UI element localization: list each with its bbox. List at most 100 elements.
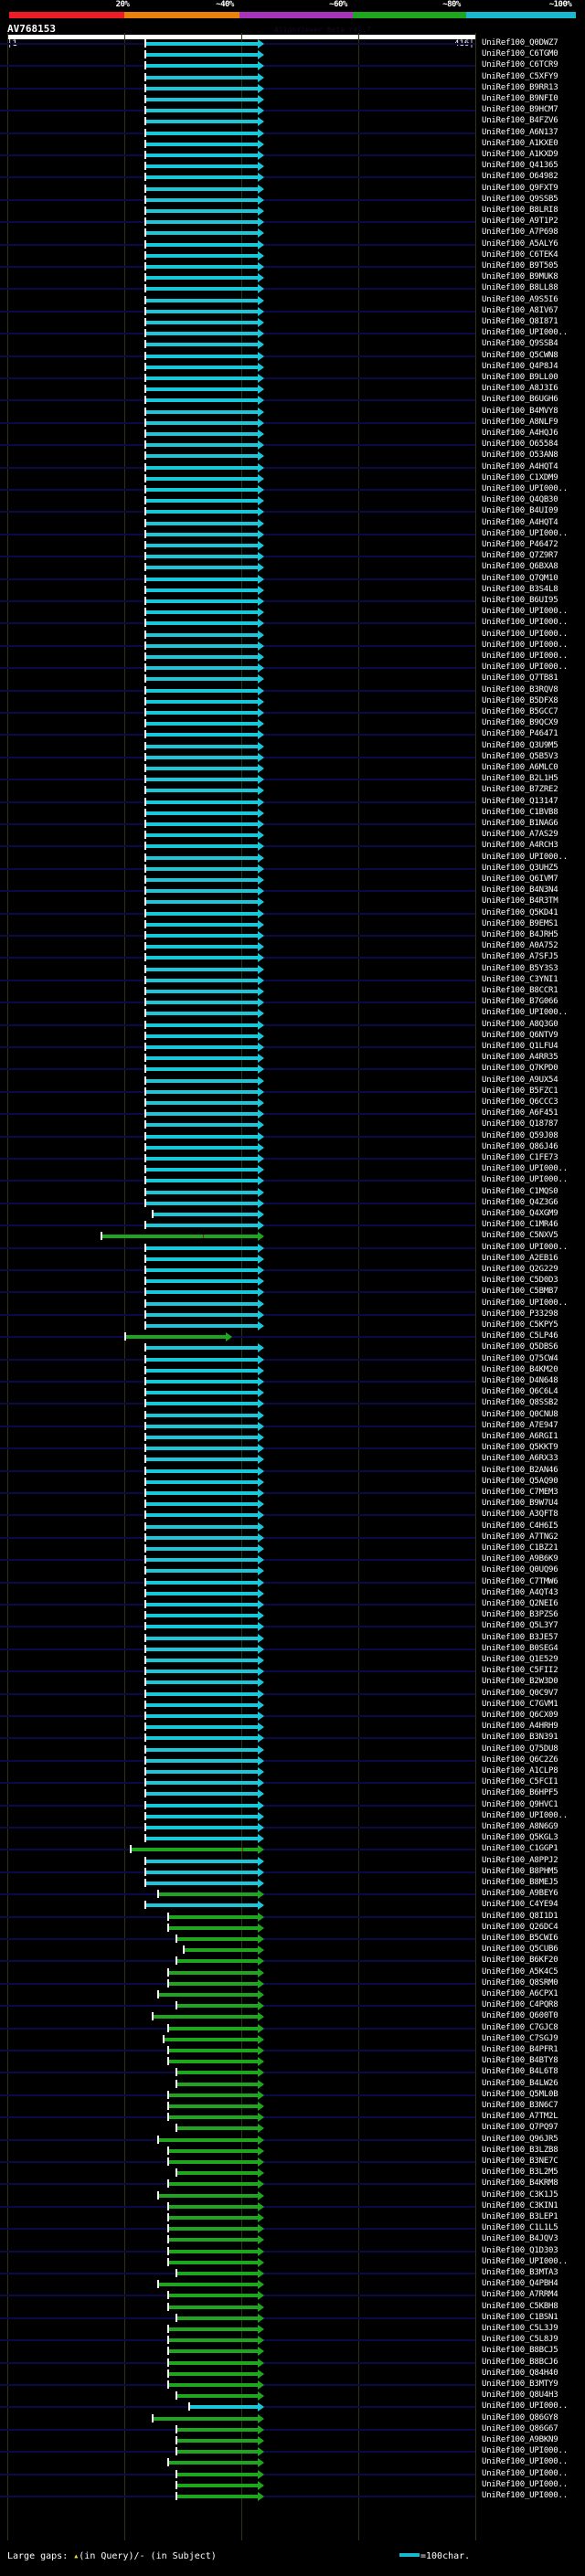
hsp-bar[interactable] (146, 1067, 259, 1072)
hit-accession-label[interactable]: UniRef100_Q5B5V3 (482, 751, 558, 761)
alignment-row[interactable]: UniRef100_A9BKN9 (0, 2435, 585, 2445)
alignment-row[interactable]: UniRef100_Q3U9M5 (0, 741, 585, 751)
hsp-bar[interactable] (146, 934, 259, 938)
hit-accession-label[interactable]: UniRef100_C4PQR8 (482, 2000, 558, 2010)
hit-accession-label[interactable]: UniRef100_C5L8J9 (482, 2335, 558, 2345)
alignment-row[interactable]: UniRef100_Q26DC4 (0, 1923, 585, 1933)
hsp-bar[interactable] (146, 967, 259, 971)
hsp-bar[interactable] (146, 1826, 259, 1829)
hsp-bar[interactable] (146, 1101, 259, 1105)
hit-accession-label[interactable]: UniRef100_Q75DU8 (482, 1744, 558, 1754)
hsp-bar[interactable] (154, 1213, 259, 1216)
hit-accession-label[interactable]: UniRef100_A8Q3G0 (482, 1019, 558, 1029)
hit-accession-label[interactable]: UniRef100_Q2G229 (482, 1265, 558, 1274)
hsp-bar[interactable] (146, 1714, 259, 1718)
hit-accession-label[interactable]: UniRef100_B9NFI0 (482, 94, 558, 103)
hit-accession-label[interactable]: UniRef100_Q26DC4 (482, 1922, 558, 1932)
alignment-row[interactable]: UniRef100_Q7TB81 (0, 673, 585, 684)
alignment-row[interactable]: UniRef100_Q5CUB6 (0, 1945, 585, 1956)
hit-accession-label[interactable]: UniRef100_A7TNG2 (482, 1532, 558, 1542)
alignment-row[interactable]: UniRef100_A9T1P2 (0, 217, 585, 228)
hsp-bar[interactable] (169, 2383, 259, 2387)
alignment-row[interactable]: UniRef100_A7RRM4 (0, 2290, 585, 2301)
hsp-bar[interactable] (146, 265, 259, 269)
hsp-bar[interactable] (169, 1914, 259, 1919)
alignment-row[interactable]: UniRef100_O53AN8 (0, 451, 585, 461)
alignment-row[interactable]: UniRef100_B9MUK8 (0, 272, 585, 283)
hit-accession-label[interactable]: UniRef100_UPI000.. (482, 652, 568, 661)
hit-accession-label[interactable]: UniRef100_B3MTY9 (482, 2380, 558, 2389)
hit-accession-label[interactable]: UniRef100_A6CPX1 (482, 1989, 558, 1998)
alignment-row[interactable]: UniRef100_A4QT43 (0, 1588, 585, 1598)
hsp-bar[interactable] (169, 2294, 259, 2298)
hit-accession-label[interactable]: UniRef100_B6KF20 (482, 1956, 558, 1966)
hsp-bar[interactable] (146, 621, 259, 626)
alignment-row[interactable]: UniRef100_Q0C9V7 (0, 1689, 585, 1699)
hsp-bar[interactable] (169, 2260, 259, 2264)
hit-accession-label[interactable]: UniRef100_B4BTY8 (482, 2056, 558, 2066)
alignment-row[interactable]: UniRef100_A4HQT4 (0, 518, 585, 528)
hit-accession-label[interactable]: UniRef100_UPI000.. (482, 1008, 568, 1018)
alignment-row[interactable]: UniRef100_B4KRM8 (0, 2178, 585, 2189)
hit-accession-label[interactable]: UniRef100_Q4XGM9 (482, 1209, 558, 1218)
hsp-bar[interactable] (146, 409, 259, 414)
hit-accession-label[interactable]: UniRef100_Q5KGL3 (482, 1833, 558, 1843)
hit-accession-label[interactable]: UniRef100_Q41365 (482, 161, 558, 171)
hsp-bar[interactable] (146, 555, 259, 559)
hsp-bar[interactable] (146, 1290, 259, 1295)
alignment-row[interactable]: UniRef100_Q5DBS6 (0, 1342, 585, 1353)
alignment-row[interactable]: UniRef100_B4PFR1 (0, 2045, 585, 2055)
hsp-bar[interactable] (146, 1424, 259, 1428)
alignment-row[interactable]: UniRef100_A6CPX1 (0, 1989, 585, 1999)
hit-accession-label[interactable]: UniRef100_A6N137 (482, 127, 558, 137)
hsp-bar[interactable] (146, 510, 259, 514)
hit-accession-label[interactable]: UniRef100_Q0C9V7 (482, 1688, 558, 1698)
alignment-row[interactable]: UniRef100_P46471 (0, 729, 585, 740)
alignment-row[interactable]: UniRef100_UPI000.. (0, 607, 585, 618)
alignment-row[interactable]: UniRef100_A6F451 (0, 1108, 585, 1119)
hsp-bar[interactable] (146, 298, 259, 302)
hsp-bar[interactable] (146, 577, 259, 581)
hit-accession-label[interactable]: UniRef100_Q5AQ90 (482, 1476, 558, 1486)
hit-accession-label[interactable]: UniRef100_B4FZV6 (482, 116, 558, 126)
hsp-bar[interactable] (146, 432, 259, 436)
hsp-bar[interactable] (146, 1558, 259, 1563)
hit-accession-label[interactable]: UniRef100_A9UX54 (482, 1075, 558, 1085)
hsp-bar[interactable] (169, 2204, 259, 2209)
alignment-row[interactable]: UniRef100_Q9SSB4 (0, 339, 585, 350)
hit-accession-label[interactable]: UniRef100_Q8SSB2 (482, 1398, 558, 1408)
hit-accession-label[interactable]: UniRef100_C1L1L5 (482, 2223, 558, 2233)
hsp-bar[interactable] (146, 1580, 259, 1585)
hsp-bar[interactable] (177, 2316, 259, 2320)
hsp-bar[interactable] (146, 744, 259, 748)
alignment-row[interactable]: UniRef100_Q6CCC3 (0, 1097, 585, 1108)
alignment-row[interactable]: UniRef100_A4HQT4 (0, 462, 585, 472)
hsp-bar[interactable] (146, 1468, 259, 1473)
hit-accession-label[interactable]: UniRef100_Q4QB30 (482, 495, 558, 505)
hit-accession-label[interactable]: UniRef100_B1NAG6 (482, 819, 558, 828)
alignment-row[interactable]: UniRef100_A8N6G9 (0, 1822, 585, 1832)
alignment-row[interactable]: UniRef100_Q6CX09 (0, 1711, 585, 1721)
alignment-row[interactable]: UniRef100_A7SFJ5 (0, 952, 585, 963)
hit-accession-label[interactable]: UniRef100_C1FE73 (482, 1153, 558, 1162)
alignment-row[interactable]: UniRef100_C5KBH8 (0, 2302, 585, 2312)
alignment-row[interactable]: UniRef100_Q6BXA8 (0, 562, 585, 573)
hit-accession-label[interactable]: UniRef100_C7GJC8 (482, 2022, 558, 2032)
hsp-bar[interactable] (169, 2148, 259, 2153)
hit-accession-label[interactable]: UniRef100_C7MEM3 (482, 1488, 558, 1497)
alignment-row[interactable]: UniRef100_A8PPJ2 (0, 1856, 585, 1866)
hit-accession-label[interactable]: UniRef100_B6HPF5 (482, 1788, 558, 1798)
hit-accession-label[interactable]: UniRef100_B3S4L8 (482, 584, 558, 594)
alignment-row[interactable]: UniRef100_A7P698 (0, 228, 585, 239)
alignment-row[interactable]: UniRef100_C1MQS0 (0, 1187, 585, 1197)
hit-accession-label[interactable]: UniRef100_UPI000.. (482, 1810, 568, 1820)
hit-accession-label[interactable]: UniRef100_B5Y3S3 (482, 963, 558, 973)
hsp-bar[interactable] (146, 354, 259, 358)
hit-accession-label[interactable]: UniRef100_C4H6I5 (482, 1521, 558, 1531)
hit-accession-label[interactable]: UniRef100_UPI000.. (482, 2401, 568, 2412)
hsp-bar[interactable] (146, 1591, 259, 1595)
hsp-bar[interactable] (169, 2026, 259, 2030)
hit-accession-label[interactable]: UniRef100_B5GCC7 (482, 707, 558, 716)
hit-accession-label[interactable]: UniRef100_B5DFX8 (482, 695, 558, 705)
hit-accession-label[interactable]: UniRef100_B6UI95 (482, 596, 558, 605)
